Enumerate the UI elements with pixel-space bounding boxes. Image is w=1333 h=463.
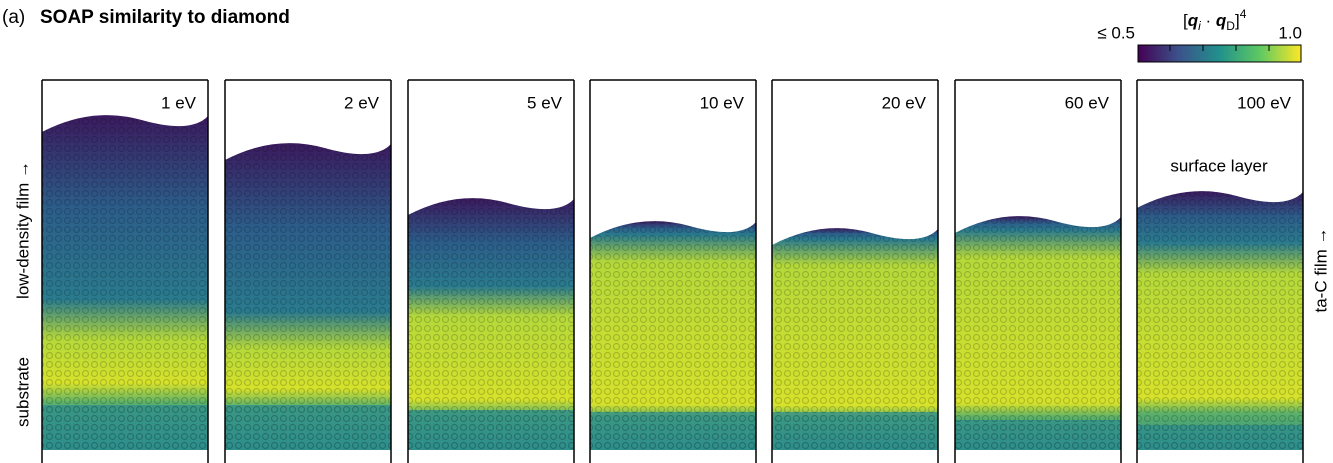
- panel-title: 20 eV: [882, 93, 927, 112]
- substrate-texture: [225, 405, 391, 450]
- annotation: surface layer: [1170, 156, 1268, 175]
- film-texture: [1137, 191, 1303, 450]
- panel-title: 2 eV: [344, 93, 380, 112]
- figure: (a) SOAP similarity to diamond ≤ 0.5 1.0…: [0, 0, 1333, 463]
- side-label: low-density film →: [13, 161, 32, 299]
- substrate-texture: [408, 410, 574, 450]
- figure-title: SOAP similarity to diamond: [40, 7, 290, 28]
- panel-title: 10 eV: [700, 93, 745, 112]
- cb-part: ·: [1201, 11, 1216, 30]
- colorbar-title: [qi · qD]4: [1183, 7, 1247, 33]
- cb-part: 4: [1240, 7, 1247, 21]
- cb-part: q: [1216, 11, 1227, 30]
- cb-part: q: [1188, 11, 1199, 30]
- colorbar: [1138, 45, 1301, 62]
- film-texture: [955, 216, 1121, 450]
- substrate-texture: [590, 412, 756, 450]
- colorbar-max: 1.0: [1278, 23, 1302, 42]
- substrate-texture: [42, 405, 208, 450]
- side-label: ta-C film →: [1311, 228, 1330, 313]
- panel-title: 60 eV: [1065, 93, 1110, 112]
- substrate-texture: [772, 412, 938, 450]
- film-texture: [225, 143, 391, 450]
- panel-title: 1 eV: [161, 93, 197, 112]
- panel-title: 100 eV: [1237, 93, 1292, 112]
- substrate-texture: [955, 420, 1121, 450]
- side-label: substrate: [13, 357, 32, 427]
- panel-title: 5 eV: [527, 93, 563, 112]
- panel-label: (a): [2, 7, 25, 28]
- film-texture: [42, 115, 208, 450]
- colorbar-min: ≤ 0.5: [1097, 23, 1135, 42]
- substrate-texture: [1137, 425, 1303, 450]
- cb-part: D: [1226, 19, 1235, 33]
